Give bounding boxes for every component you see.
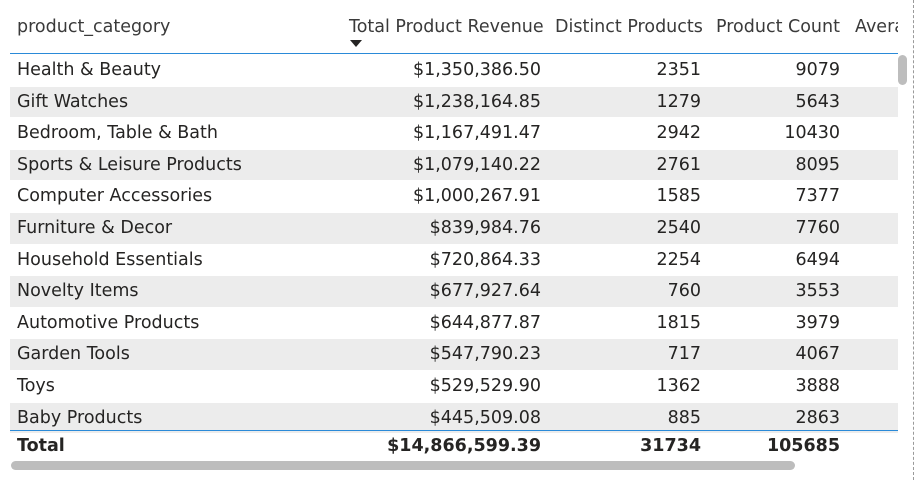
vertical-scrollbar-thumb[interactable] bbox=[898, 55, 907, 85]
cell-total-revenue: $1,238,164.85 bbox=[412, 91, 541, 112]
cell-product-count: 7377 bbox=[795, 186, 840, 207]
table-visual: product_category Total Product Revenue D… bbox=[10, 0, 898, 470]
table-row[interactable]: Household Essentials $720,864.33 2254 6494 bbox=[10, 245, 898, 277]
cell-distinct-products: 717 bbox=[667, 344, 701, 365]
cell-product-count: 3979 bbox=[795, 312, 840, 333]
cell-product-count: 8095 bbox=[795, 154, 840, 175]
cell-total-revenue: $1,350,386.50 bbox=[412, 60, 541, 80]
table-row[interactable]: Automotive Products $644,877.87 1815 3979 bbox=[10, 308, 898, 340]
cell-product-count: 7760 bbox=[795, 217, 840, 238]
total-distinct-products: 31734 bbox=[640, 436, 701, 456]
cell-distinct-products: 2540 bbox=[656, 217, 701, 238]
cell-total-revenue: $1,167,491.47 bbox=[412, 123, 541, 144]
cell-product-category: Automotive Products bbox=[17, 312, 200, 333]
cell-product-category: Sports & Leisure Products bbox=[17, 154, 242, 175]
cell-total-revenue: $720,864.33 bbox=[429, 249, 541, 270]
column-header-product-category[interactable]: product_category bbox=[17, 17, 171, 37]
column-header-distinct-products[interactable]: Distinct Products bbox=[555, 17, 703, 37]
cell-product-category: Gift Watches bbox=[17, 91, 129, 112]
cell-product-category: Baby Products bbox=[17, 407, 143, 428]
cell-product-count: 4067 bbox=[795, 344, 840, 365]
cell-total-revenue: $644,877.87 bbox=[429, 312, 541, 333]
cell-product-count: 3888 bbox=[795, 375, 840, 396]
cell-product-category: Computer Accessories bbox=[17, 186, 213, 207]
table-row[interactable]: Furniture & Decor $839,984.76 2540 7760 bbox=[10, 212, 898, 245]
table-row[interactable]: Bedroom, Table & Bath $1,167,491.47 2942 10… bbox=[10, 118, 898, 150]
cell-product-category: Health & Beauty bbox=[17, 60, 162, 80]
table-row[interactable]: Baby Products $445,509.08 885 2863 bbox=[10, 402, 898, 435]
cell-product-count: 5643 bbox=[795, 91, 840, 112]
total-revenue: $14,866,599.39 bbox=[387, 436, 541, 456]
column-header-average[interactable]: Avera bbox=[855, 17, 898, 37]
cell-product-category: Garden Tools bbox=[17, 344, 130, 365]
table-row[interactable]: Computer Accessories $1,000,267.91 1585 737… bbox=[10, 181, 898, 213]
cell-total-revenue: $445,509.08 bbox=[429, 407, 541, 428]
cell-total-revenue: $547,790.23 bbox=[429, 344, 541, 365]
cell-product-count: 2863 bbox=[795, 407, 840, 428]
total-label: Total bbox=[17, 436, 65, 456]
column-header-total-product-revenue[interactable]: Total Product Revenue bbox=[349, 17, 544, 37]
column-header-product-count[interactable]: Product Count bbox=[716, 17, 840, 37]
cell-total-revenue: $529,529.90 bbox=[429, 375, 541, 396]
table-row[interactable]: Novelty Items $677,927.64 760 3553 bbox=[10, 276, 898, 308]
cell-distinct-products: 2254 bbox=[656, 249, 701, 270]
sort-descending-arrow-icon[interactable] bbox=[350, 40, 362, 47]
table-row[interactable]: Health & Beauty $1,350,386.50 2351 9079 bbox=[10, 55, 898, 87]
cell-distinct-products: 1362 bbox=[656, 375, 701, 396]
table-header: product_category Total Product Revenue D… bbox=[10, 0, 898, 54]
table-row[interactable]: Gift Watches $1,238,164.85 1279 5643 bbox=[10, 86, 898, 119]
cell-product-count: 3553 bbox=[795, 281, 840, 302]
cell-distinct-products: 2351 bbox=[656, 60, 701, 80]
cell-distinct-products: 885 bbox=[667, 407, 701, 428]
cell-distinct-products: 1815 bbox=[656, 312, 701, 333]
total-row: Total $14,866,599.39 31734 105685 bbox=[10, 430, 898, 463]
cell-product-count: 9079 bbox=[795, 60, 840, 80]
cell-total-revenue: $1,000,267.91 bbox=[412, 186, 541, 207]
cell-total-revenue: $677,927.64 bbox=[429, 281, 541, 302]
table-row[interactable]: Garden Tools $547,790.23 717 4067 bbox=[10, 339, 898, 371]
cell-distinct-products: 2761 bbox=[656, 154, 701, 175]
cell-product-category: Household Essentials bbox=[17, 249, 203, 270]
cell-product-count: 10430 bbox=[784, 123, 840, 144]
table-row[interactable]: Sports & Leisure Products $1,079,140.22 27… bbox=[10, 149, 898, 182]
cell-total-revenue: $839,984.76 bbox=[429, 217, 541, 238]
cell-product-category: Toys bbox=[17, 375, 55, 396]
cell-product-category: Furniture & Decor bbox=[17, 217, 173, 238]
cell-product-category: Bedroom, Table & Bath bbox=[17, 123, 218, 144]
horizontal-scrollbar-thumb[interactable] bbox=[11, 461, 795, 470]
table-body: Health & Beauty $1,350,386.50 2351 9079 Gift… bbox=[10, 55, 898, 435]
cell-product-count: 6494 bbox=[795, 249, 840, 270]
cell-distinct-products: 1279 bbox=[656, 91, 701, 112]
cell-distinct-products: 1585 bbox=[656, 186, 701, 207]
cell-distinct-products: 2942 bbox=[656, 123, 701, 144]
table-row[interactable]: Toys $529,529.90 1362 3888 bbox=[10, 371, 898, 403]
total-product-count: 105685 bbox=[766, 436, 840, 456]
cell-total-revenue: $1,079,140.22 bbox=[412, 154, 541, 175]
visual-frame-border bbox=[913, 0, 914, 480]
cell-product-category: Novelty Items bbox=[17, 281, 139, 302]
cell-distinct-products: 760 bbox=[667, 281, 701, 302]
